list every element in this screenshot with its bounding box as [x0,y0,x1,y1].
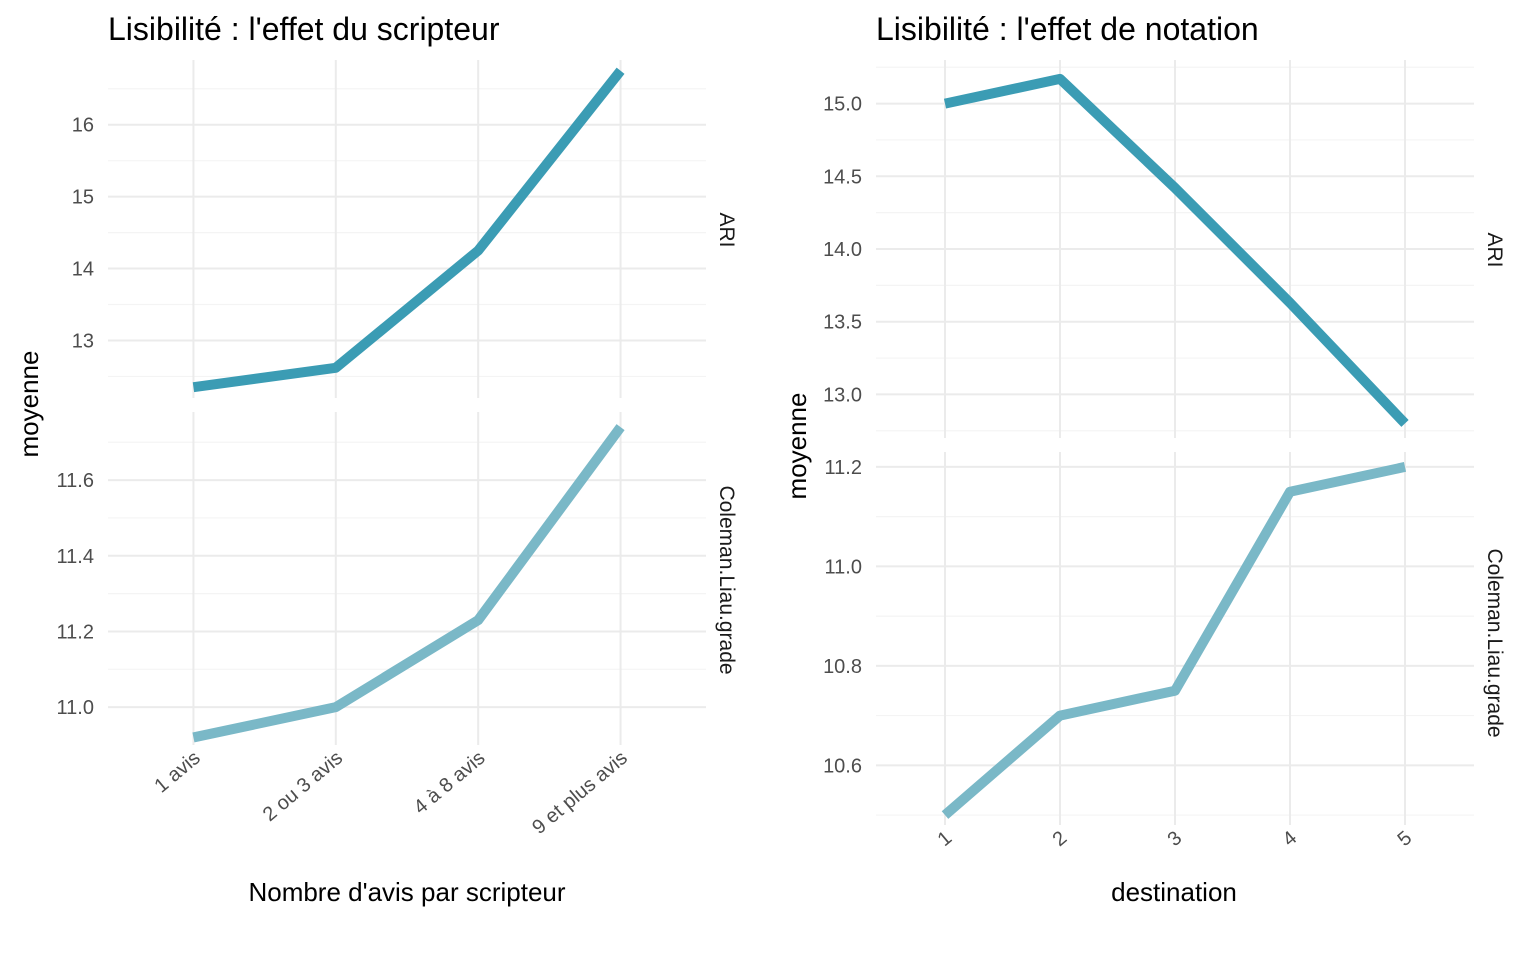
y-tick-label: 10.8 [823,656,862,678]
data-point [1171,184,1179,192]
data-point [1171,687,1179,695]
series-line-coleman-liau-grade [192,424,625,743]
y-tick-label: 13.0 [823,384,862,406]
x-tick-label: 5 [1394,827,1417,851]
data-point [1401,463,1409,471]
data-point [617,67,625,75]
data-point [474,616,482,624]
strip-label-ari: ARI [1483,232,1506,267]
series-line-ari [943,73,1409,427]
x-tick-label: 4 [1279,827,1302,851]
series-line-ari [192,67,625,393]
x-axis-label: Nombre d'avis par scripteur [248,877,565,907]
y-tick-label: 11.4 [57,546,94,568]
y-tick-label: 14.5 [823,166,862,188]
x-tick-label: 3 [1164,827,1187,851]
x-tick-label: 4 à 8 avis [410,747,490,819]
x-tick-label: 9 et plus avis [528,747,632,839]
x-axis-label: destination [1111,877,1237,907]
y-tick-label: 13.5 [823,312,862,334]
x-tick-label: 1 [934,827,957,851]
data-point [1286,299,1294,307]
data-point [941,100,949,108]
data-point [189,733,197,741]
data-point [941,811,949,819]
data-point [332,364,340,372]
y-tick-label: 11.0 [825,556,862,578]
y-axis-label: moyenne [14,351,44,458]
facet-coleman: 10.6 10.8 11.0 11.2 [823,452,1474,825]
y-tick-label: 15.0 [823,94,862,116]
data-point [189,383,197,391]
facet-ari: 13.0 13.5 14.0 14.5 15.0 [823,60,1474,438]
chart-title: Lisibilité : l'effet de notation [876,11,1259,47]
series-line-coleman-liau-grade [941,462,1407,819]
chart-title: Lisibilité : l'effet du scripteur [108,11,500,47]
y-axis-label: moyenne [782,393,812,500]
data-point [1056,75,1064,83]
y-tick-label: 14.0 [823,239,862,261]
y-tick-label: 11.0 [57,697,94,719]
y-tick-label: 14 [72,259,94,281]
facet-coleman: 11.0 11.2 11.4 11.6 [57,412,706,745]
data-point [332,703,340,711]
facet-ari: 13 14 15 16 [72,60,706,398]
y-tick-label: 11.2 [57,621,94,643]
x-tick-label: 1 avis [150,747,204,797]
strip-label-coleman: Coleman.Liau.grade [1483,548,1506,737]
y-tick-label: 11.6 [57,470,94,492]
y-tick-label: 10.6 [823,755,862,777]
data-point [1056,712,1064,720]
y-tick-label: 11.2 [825,457,862,479]
chart-notation: Lisibilité : l'effet de notation 13.013.… [782,11,1506,907]
data-point [474,247,482,255]
x-tick-label: 2 ou 3 avis [259,747,347,826]
chart-scripteur: Lisibilité : l'effet du scripteur 13 14 15… [14,11,738,907]
y-tick-label: 13 [72,330,94,352]
x-tick-label: 2 [1049,827,1072,851]
x-tick-labels: 1 avis 2 ou 3 avis 4 à 8 avis 9 et plus avi… [150,747,631,839]
strip-label-ari: ARI [715,212,738,247]
data-point [617,423,625,431]
y-tick-label: 16 [72,115,94,137]
x-tick-labels: 1 2 3 4 5 [934,827,1417,851]
strip-label-coleman: Coleman.Liau.grade [715,485,738,674]
data-point [1401,419,1409,427]
data-point [1286,488,1294,496]
y-tick-label: 15 [72,187,94,209]
